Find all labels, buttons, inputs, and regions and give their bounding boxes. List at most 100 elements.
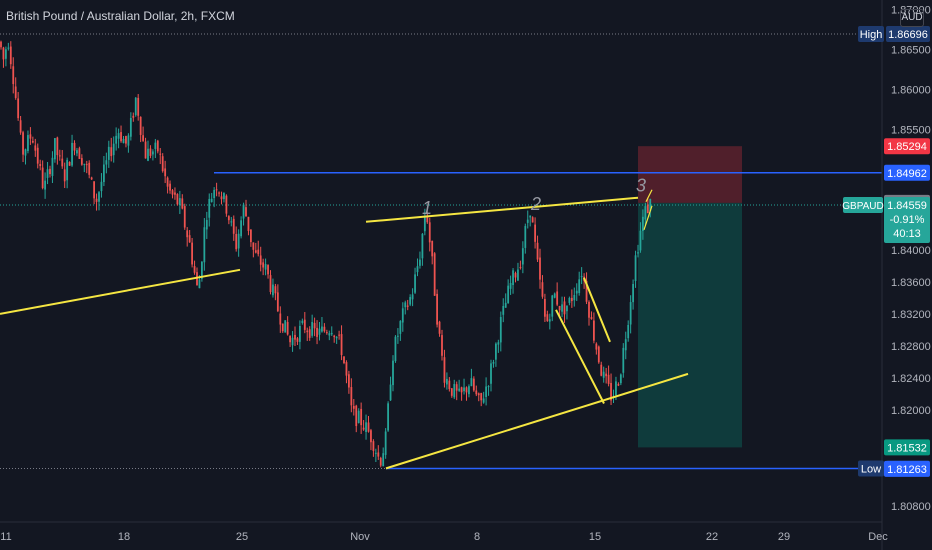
candle-body [399, 321, 402, 334]
candle-body [223, 193, 225, 200]
candle-body [487, 386, 490, 388]
price-tag-high-box [886, 25, 930, 42]
candle-body [286, 322, 289, 335]
candle-body [139, 116, 142, 135]
candle-body [134, 97, 137, 116]
candle-body [36, 147, 39, 164]
x-tick-label: Nov [350, 531, 370, 543]
candle-body [19, 120, 22, 133]
candle-body [512, 270, 514, 286]
candle-body [634, 255, 637, 281]
candle-body [531, 217, 534, 223]
currency-button[interactable]: AUD [900, 9, 924, 27]
trendline-3 [385, 372, 689, 470]
horizontal-levels [0, 33, 882, 470]
candle-body [54, 138, 56, 160]
candle-body [558, 305, 561, 311]
candle-body [201, 261, 203, 279]
candle-body [379, 457, 382, 466]
trendline-5 [583, 277, 611, 343]
candle-body [404, 302, 407, 308]
trendlines [0, 189, 689, 470]
candle-body [546, 314, 549, 322]
candle-body [433, 253, 436, 296]
candle-body [27, 135, 29, 152]
candle-body [308, 329, 311, 338]
candle-body [186, 230, 189, 238]
wave-label-1: 1 [422, 198, 432, 218]
y-tick-label: 1.86000 [891, 85, 931, 97]
candle-body [112, 143, 115, 156]
candle-body [556, 291, 559, 305]
symbol-tag-box [843, 197, 883, 214]
y-tick-label: 1.82400 [891, 373, 931, 385]
candle-body [276, 292, 279, 312]
wave-label-2: 2 [530, 194, 541, 214]
candle-body [272, 284, 274, 296]
candle-body [355, 405, 358, 427]
candle-body [338, 334, 340, 336]
candle-body [303, 319, 306, 330]
x-tick-label: 11 [0, 531, 11, 543]
candle-body [316, 327, 318, 337]
candle-body [426, 215, 429, 223]
candle-body [477, 393, 480, 396]
candle-body [203, 227, 206, 263]
candle-body [619, 374, 622, 384]
candle-body [539, 257, 541, 280]
candle-body [629, 302, 632, 325]
candle-body [2, 47, 5, 60]
candle-body [132, 115, 135, 118]
candle-body [218, 192, 220, 194]
wave-label-3: 3 [636, 175, 646, 195]
x-tick-label: 29 [778, 531, 790, 543]
candle-body [460, 387, 463, 393]
candle-body [382, 453, 385, 467]
candle-body [154, 142, 157, 149]
candle-body [384, 431, 387, 455]
candle-body [321, 326, 323, 332]
candle-body [284, 320, 287, 333]
candle-body [289, 336, 291, 343]
x-tick-label: 8 [474, 531, 480, 543]
candle-body [240, 220, 242, 237]
candle-body [5, 49, 7, 59]
candle-body [401, 308, 404, 323]
candle-body [350, 387, 353, 406]
price-label: 1.81263 [887, 464, 927, 476]
candle-body [0, 41, 2, 48]
candle-body [14, 86, 17, 98]
candle-body [343, 356, 345, 363]
candle-body [637, 252, 639, 254]
candle-body [468, 386, 470, 395]
candle-body [387, 403, 389, 431]
candle-body [497, 342, 500, 345]
candle-body [438, 321, 441, 334]
candle-body [602, 371, 605, 378]
x-tick-label: 15 [589, 531, 601, 543]
candle-body [328, 333, 331, 336]
candle-body [39, 164, 42, 167]
candle-body [642, 216, 644, 232]
candle-body [306, 330, 309, 333]
candle-body [441, 335, 443, 356]
candle-body [551, 295, 554, 317]
candle-body [443, 357, 446, 383]
candle-body [617, 384, 620, 386]
candle-body [24, 149, 27, 156]
trendline-2 [365, 196, 639, 223]
candle-body [646, 204, 649, 214]
candle-body [492, 362, 495, 364]
candle-body [480, 393, 483, 401]
current-price: 1.84559 [887, 200, 927, 212]
candle-body [149, 148, 152, 156]
y-tick-label: 1.82800 [891, 341, 931, 353]
candle-body [7, 47, 10, 49]
candle-body [509, 283, 512, 289]
candle-body [174, 192, 176, 195]
candle-body [455, 384, 458, 391]
candle-body [436, 293, 438, 325]
